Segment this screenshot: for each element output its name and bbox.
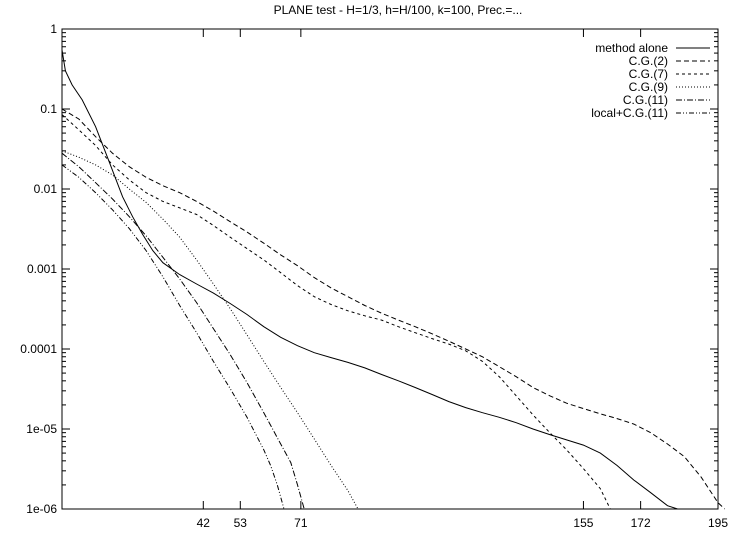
legend-label: C.G.(2) xyxy=(629,54,668,68)
series-line-4 xyxy=(61,150,359,510)
series-line-5 xyxy=(61,152,305,510)
x-tick-labels: 42 53 71 155 172 195 xyxy=(197,516,729,530)
chart-title: PLANE test - H=1/3, h=H/100, k=100, Prec… xyxy=(274,3,523,17)
legend-label: method alone xyxy=(595,41,668,55)
x-tick-label: 155 xyxy=(573,516,593,530)
y-tick-label: 0.1 xyxy=(40,102,57,116)
legend-label: local+C.G.(11) xyxy=(591,106,668,120)
y-tick-label: 0.0001 xyxy=(20,342,57,356)
y-tick-label: 1e-06 xyxy=(26,502,57,516)
legend: method aloneC.G.(2)C.G.(7)C.G.(9)C.G.(11… xyxy=(591,41,710,120)
y-tick-label: 1e-05 xyxy=(26,422,57,436)
series-line-1 xyxy=(61,49,678,510)
x-tick-label: 172 xyxy=(631,516,651,530)
legend-label: C.G.(7) xyxy=(629,67,668,81)
tick-marks xyxy=(62,28,719,510)
plot-frame xyxy=(61,28,719,510)
y-tick-label: 0.001 xyxy=(27,262,57,276)
y-tick-labels: 1 0.1 0.01 0.001 0.0001 1e-05 1e-06 xyxy=(20,22,57,516)
y-tick-label: 1 xyxy=(50,22,57,36)
series-line-6 xyxy=(61,164,285,510)
x-tick-label: 42 xyxy=(197,516,211,530)
x-tick-label: 195 xyxy=(708,516,728,530)
legend-label: C.G.(9) xyxy=(629,80,668,94)
y-tick-label: 0.01 xyxy=(34,182,58,196)
x-tick-label: 71 xyxy=(294,516,308,530)
series-line-2 xyxy=(61,108,726,510)
series-lines xyxy=(61,49,726,510)
legend-label: C.G.(11) xyxy=(623,93,668,107)
series-line-3 xyxy=(61,114,611,510)
x-tick-label: 53 xyxy=(234,516,248,530)
